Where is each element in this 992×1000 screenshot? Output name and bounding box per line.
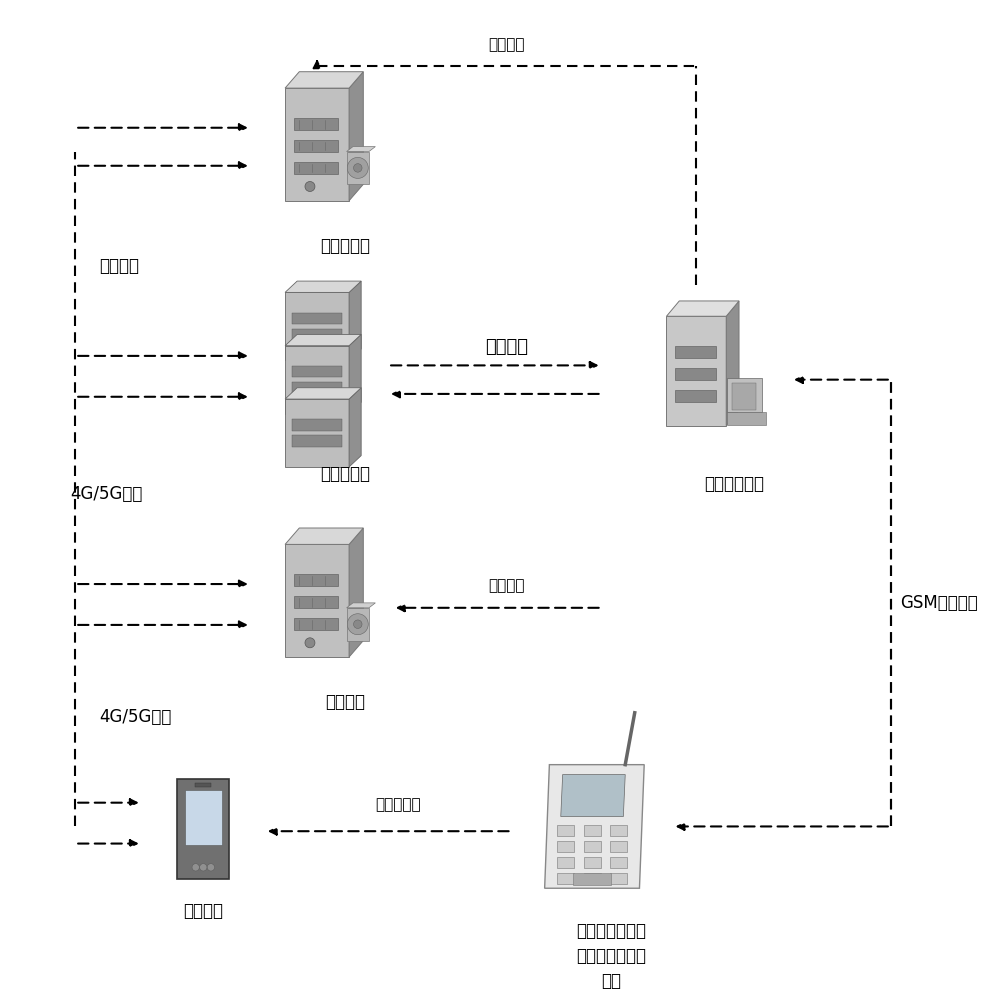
Circle shape (347, 614, 368, 635)
Polygon shape (285, 388, 361, 399)
Polygon shape (293, 329, 342, 340)
Polygon shape (295, 596, 338, 608)
Polygon shape (557, 825, 574, 836)
Polygon shape (675, 346, 716, 358)
Polygon shape (610, 841, 627, 852)
Text: 宽带网络: 宽带网络 (488, 37, 525, 52)
Polygon shape (293, 435, 342, 447)
Polygon shape (285, 334, 361, 346)
Polygon shape (295, 162, 338, 174)
Circle shape (305, 638, 314, 648)
Text: 4G/5G网络: 4G/5G网络 (99, 708, 172, 726)
Polygon shape (295, 118, 338, 130)
Polygon shape (285, 292, 349, 360)
Polygon shape (346, 603, 375, 608)
Text: 双屏动态二维码
网络收付款结算
终端: 双屏动态二维码 网络收付款结算 终端 (576, 922, 646, 990)
Polygon shape (726, 378, 762, 412)
Circle shape (207, 864, 214, 871)
Text: 扫描二维码: 扫描二维码 (375, 797, 421, 812)
Polygon shape (583, 873, 600, 884)
Polygon shape (675, 390, 716, 402)
Polygon shape (285, 346, 349, 414)
Polygon shape (293, 419, 342, 431)
Polygon shape (560, 775, 625, 817)
Circle shape (353, 164, 362, 172)
Text: 支付宝平台: 支付宝平台 (320, 237, 371, 255)
Polygon shape (573, 873, 611, 885)
Polygon shape (295, 574, 338, 586)
Polygon shape (583, 857, 600, 868)
Text: 银行服务器: 银行服务器 (320, 465, 371, 483)
Polygon shape (293, 366, 342, 377)
Polygon shape (293, 382, 342, 393)
Polygon shape (346, 152, 369, 184)
Polygon shape (675, 368, 716, 380)
Circle shape (199, 864, 207, 871)
Polygon shape (610, 873, 627, 884)
Text: 宽带网络: 宽带网络 (485, 338, 528, 356)
Polygon shape (349, 72, 363, 201)
Polygon shape (285, 72, 363, 88)
Polygon shape (726, 412, 766, 425)
Polygon shape (732, 383, 756, 410)
Polygon shape (295, 140, 338, 152)
Polygon shape (557, 857, 574, 868)
Polygon shape (293, 313, 342, 324)
Polygon shape (285, 528, 363, 544)
Text: 支付管理平台: 支付管理平台 (704, 475, 764, 493)
Polygon shape (349, 281, 361, 360)
Circle shape (353, 620, 362, 628)
Polygon shape (667, 301, 739, 316)
Polygon shape (285, 399, 349, 467)
Polygon shape (583, 825, 600, 836)
Polygon shape (349, 528, 363, 657)
Polygon shape (285, 544, 349, 657)
Circle shape (192, 864, 199, 871)
Circle shape (347, 157, 368, 178)
Polygon shape (178, 779, 229, 879)
Polygon shape (295, 618, 338, 630)
Text: 宽带网络: 宽带网络 (488, 579, 525, 594)
Text: 宽带网络: 宽带网络 (99, 257, 139, 275)
Text: 微信平台: 微信平台 (325, 693, 365, 711)
Polygon shape (557, 841, 574, 852)
Polygon shape (667, 316, 726, 426)
Polygon shape (285, 281, 361, 292)
Polygon shape (349, 388, 361, 467)
Polygon shape (610, 825, 627, 836)
Polygon shape (195, 783, 211, 787)
Circle shape (305, 182, 314, 191)
Polygon shape (285, 88, 349, 201)
Polygon shape (346, 147, 375, 152)
Polygon shape (610, 857, 627, 868)
Polygon shape (557, 873, 574, 884)
Text: 客户手机: 客户手机 (184, 902, 223, 920)
Text: 4G/5G网络: 4G/5G网络 (70, 485, 143, 503)
Polygon shape (726, 301, 739, 426)
Polygon shape (349, 334, 361, 414)
Polygon shape (186, 790, 221, 845)
Polygon shape (346, 608, 369, 641)
Polygon shape (545, 765, 644, 888)
Polygon shape (583, 841, 600, 852)
Text: GSM通讯网络: GSM通讯网络 (900, 594, 978, 612)
